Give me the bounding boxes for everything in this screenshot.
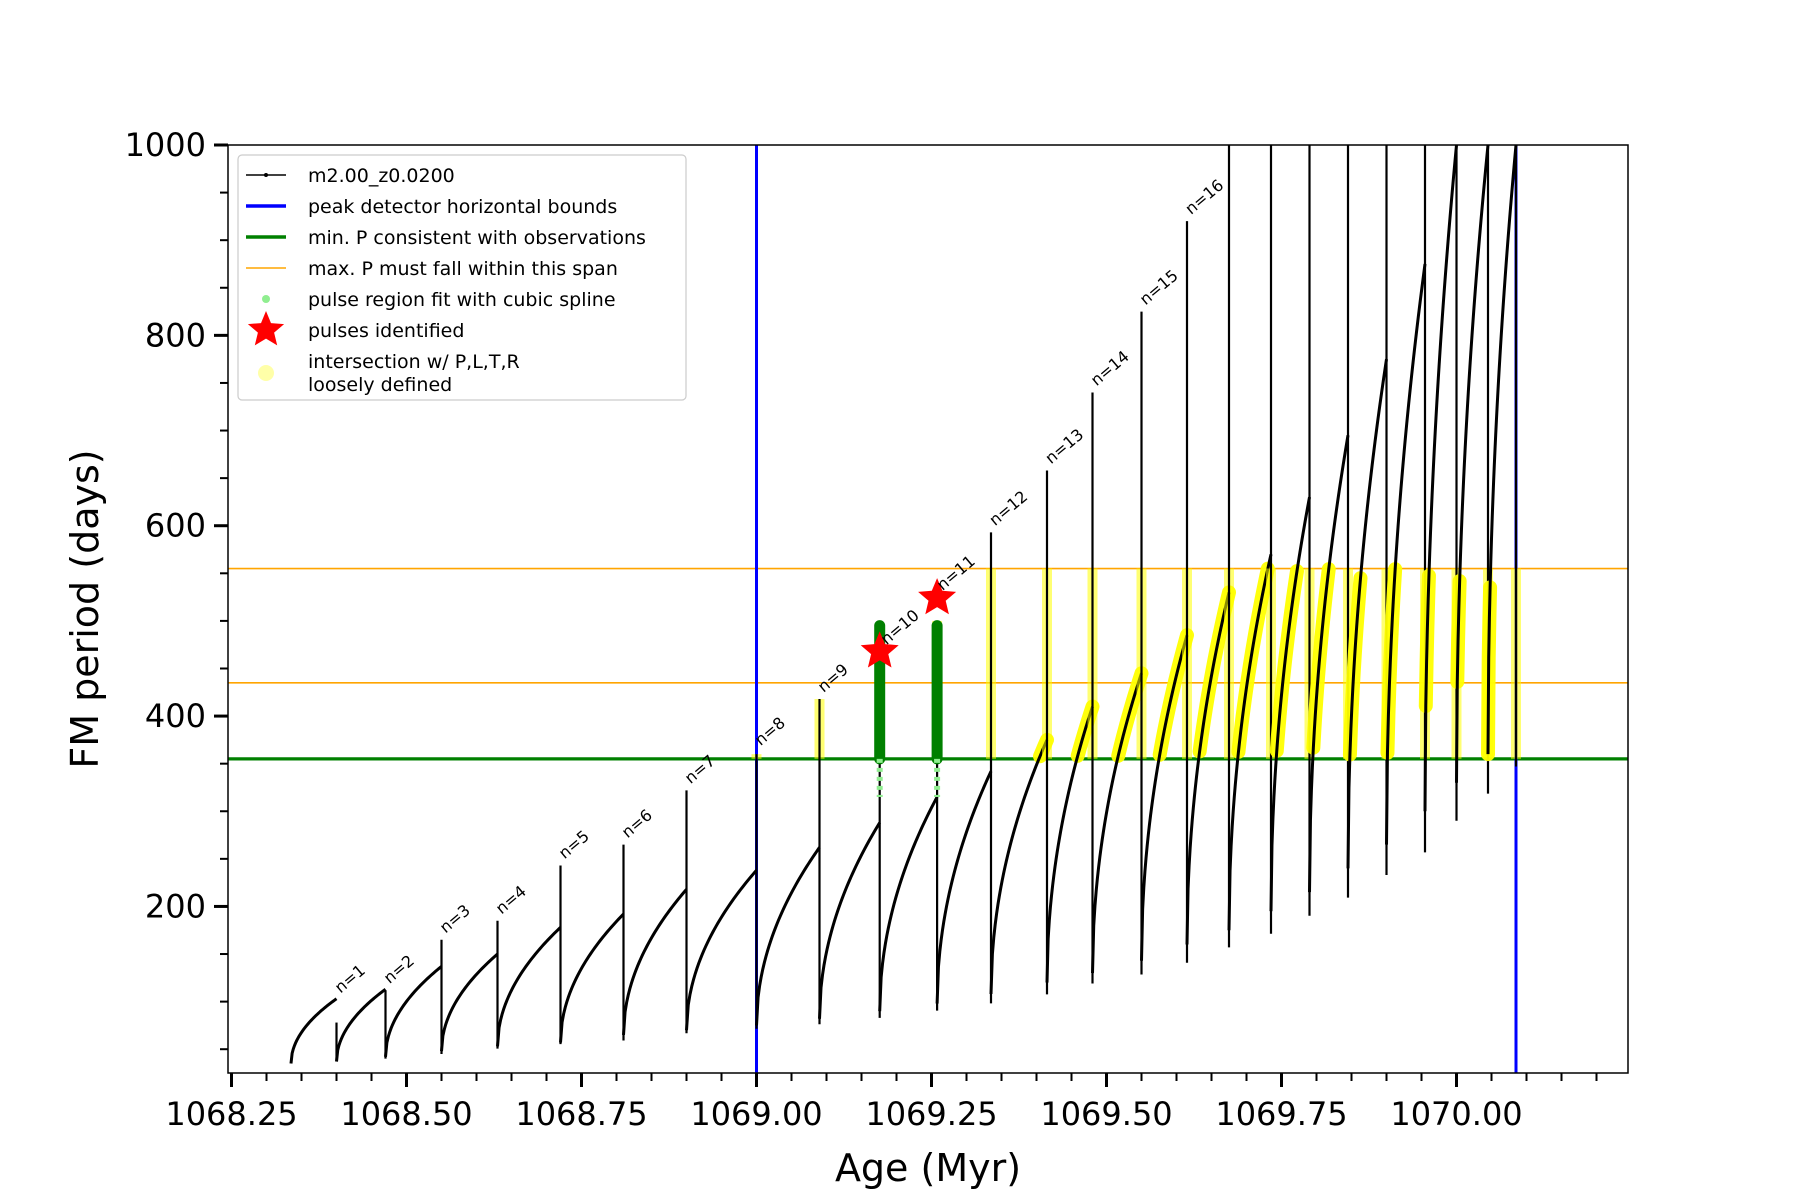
track-segment-19: [1308, 435, 1350, 893]
track-segment-11: [935, 770, 993, 1004]
legend-entry-spline: pulse region fit with cubic spline: [262, 289, 616, 311]
track-segment-23: [1455, 145, 1490, 783]
track-segment-8: [755, 846, 821, 1026]
x-tick-label-1: 1068.50: [340, 1095, 472, 1133]
x-tick-label-4: 1069.25: [865, 1095, 997, 1133]
track-segment-12: [989, 739, 1049, 995]
track-segment-7: [685, 869, 758, 1031]
legend-swatch-spline: [262, 295, 270, 303]
track-segment-1: [335, 988, 387, 1062]
track-segment-2: [384, 965, 443, 1057]
track-segment-6: [622, 888, 688, 1036]
legend-swatch-dot: [264, 173, 268, 177]
x-tick-label-7: 1070.00: [1390, 1095, 1522, 1133]
legend-entry-pulse: pulses identified: [247, 311, 464, 346]
axis-ticks: 1068.25 1068.50 1068.75 1069.00 1069.25 1069.…: [125, 126, 1598, 1133]
pulse-label-15: n=15: [1136, 266, 1182, 309]
track-segment-4: [496, 926, 562, 1047]
pulse-label-16: n=16: [1181, 175, 1227, 218]
x-axis-title: Age (Myr): [835, 1146, 1021, 1190]
track-segment-3: [440, 952, 499, 1052]
x-tick-label-3: 1069.00: [690, 1095, 822, 1133]
pulse-label-2: n=2: [380, 951, 418, 987]
legend-entry-min_p: min. P consistent with observations: [246, 227, 646, 249]
y-tick-label-0: 200: [145, 887, 206, 925]
y-axis-title: FM period (days): [63, 449, 107, 768]
y-tick-label-3: 800: [145, 316, 206, 354]
legend-label-pulse: pulses identified: [308, 320, 464, 342]
pulse-label-13: n=13: [1041, 425, 1087, 468]
track-segment-10: [878, 796, 939, 1012]
y-tick-label-2: 600: [145, 507, 206, 545]
legend-entry-bounds: peak detector horizontal bounds: [246, 196, 617, 218]
legend-box: [237, 154, 687, 401]
pulse-label-14: n=14: [1087, 347, 1133, 390]
track-segment-13: [1045, 706, 1094, 983]
track-segment-9: [818, 821, 881, 1019]
pulse-markers: [860, 578, 957, 797]
legend-label-max_p: max. P must fall within this span: [308, 258, 618, 280]
legend-entry-max_p: max. P must fall within this span: [246, 258, 618, 280]
legend-label-min_p: min. P consistent with observations: [308, 227, 646, 249]
plot-frame: [227, 144, 1629, 1074]
track-segment-5: [559, 913, 625, 1043]
pulse-label-6: n=6: [618, 805, 656, 841]
track-segment-18: [1269, 496, 1311, 912]
pulse-label-9: n=9: [814, 660, 852, 696]
x-tick-label-6: 1069.75: [1215, 1095, 1347, 1133]
track-segment-20: [1346, 358, 1388, 869]
track-segment-14: [1091, 672, 1143, 974]
pulse-label-3: n=3: [436, 901, 474, 937]
y-tick-label-1: 400: [145, 697, 206, 735]
pulse-label-5: n=5: [555, 826, 593, 862]
legend-swatch-star: [247, 311, 285, 346]
legend-label-bounds: peak detector horizontal bounds: [308, 196, 617, 218]
track-segment-24: [1486, 145, 1518, 755]
legend-entry-track: m2.00_z0.0200: [246, 165, 455, 187]
x-tick-label-0: 1068.25: [165, 1095, 297, 1133]
legend-label-loose: intersection w/ P,L,T,R: [308, 351, 520, 373]
pulse-label-10: n=10: [877, 606, 923, 649]
track-segment-22: [1423, 145, 1458, 812]
track-segment-17: [1227, 553, 1273, 931]
legend-label-track: m2.00_z0.0200: [308, 165, 455, 187]
x-tick-label-5: 1069.50: [1040, 1095, 1172, 1133]
pulse-identified-star-1: [918, 578, 957, 615]
legend-label-loose-line2: loosely defined: [308, 374, 452, 396]
pulse-label-7: n=7: [681, 751, 719, 787]
track-segment-21: [1385, 263, 1427, 845]
pulse-label-4: n=4: [492, 882, 530, 918]
track-segment-0: [289, 997, 338, 1064]
pulse-identified-star-0: [860, 631, 899, 668]
pulse-label-12: n=12: [985, 487, 1031, 530]
y-tick-label-4: 1000: [125, 126, 206, 164]
period-track: [289, 145, 1521, 1064]
track-segment-16: [1185, 591, 1231, 945]
x-tick-label-2: 1068.75: [515, 1095, 647, 1133]
pulse-label-11: n=11: [933, 551, 979, 594]
legend-label-spline: pulse region fit with cubic spline: [308, 289, 616, 311]
legend-swatch-loose: [258, 365, 274, 381]
pulse-label-1: n=1: [331, 961, 369, 997]
track-segment-15: [1140, 634, 1189, 961]
